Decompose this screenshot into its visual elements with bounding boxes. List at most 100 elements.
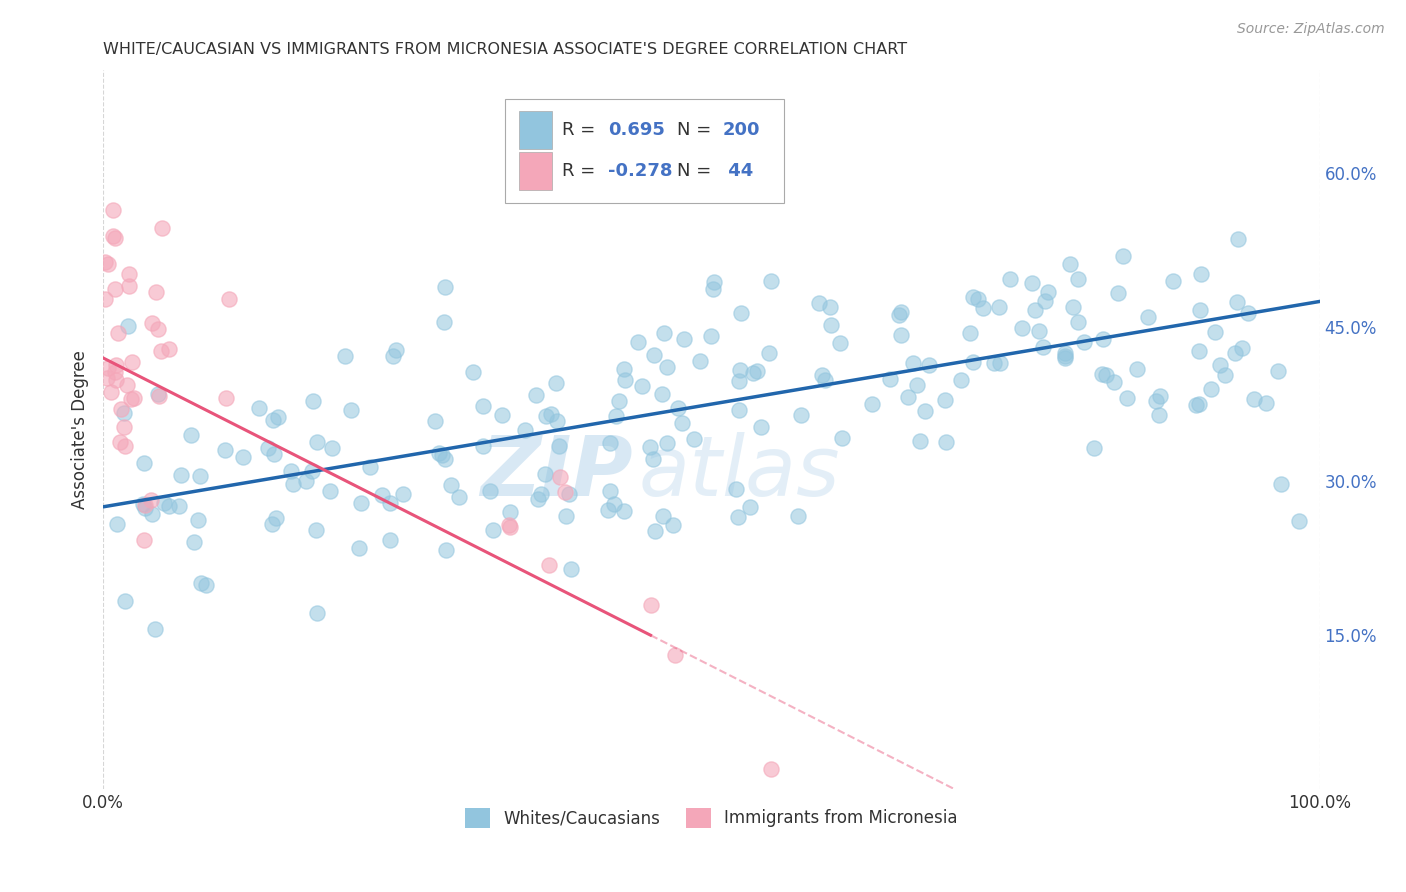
Point bbox=[262, 413, 284, 427]
Point bbox=[97, 257, 120, 271]
Point bbox=[730, 363, 752, 377]
Point bbox=[472, 399, 495, 413]
Point bbox=[152, 496, 174, 510]
Point bbox=[434, 543, 457, 558]
Point bbox=[1204, 325, 1226, 339]
Text: atlas: atlas bbox=[638, 433, 839, 514]
Point bbox=[814, 374, 837, 388]
Point bbox=[727, 403, 749, 417]
Point bbox=[914, 404, 936, 418]
Point bbox=[319, 483, 342, 498]
Point bbox=[905, 378, 928, 392]
Point bbox=[879, 372, 901, 386]
Point bbox=[627, 335, 650, 350]
Point bbox=[1147, 408, 1170, 422]
Point bbox=[1021, 277, 1043, 291]
Point bbox=[1126, 361, 1149, 376]
Point bbox=[540, 407, 562, 421]
Point bbox=[596, 503, 619, 517]
Point bbox=[983, 355, 1005, 369]
Point bbox=[134, 500, 156, 515]
Point bbox=[908, 434, 931, 449]
Text: 0.695: 0.695 bbox=[607, 121, 665, 139]
Point bbox=[1062, 300, 1084, 314]
Point bbox=[141, 493, 163, 508]
Point bbox=[115, 377, 138, 392]
Point bbox=[962, 355, 984, 369]
Point bbox=[607, 394, 630, 409]
Point bbox=[534, 467, 557, 482]
Point bbox=[97, 361, 120, 376]
Point bbox=[890, 327, 912, 342]
Point bbox=[260, 516, 283, 531]
Point bbox=[170, 467, 193, 482]
Point bbox=[425, 414, 447, 428]
Point bbox=[759, 274, 782, 288]
Point bbox=[104, 359, 127, 373]
Point bbox=[134, 533, 156, 548]
Y-axis label: Associate's Degree: Associate's Degree bbox=[72, 351, 89, 509]
Point bbox=[651, 386, 673, 401]
Point bbox=[498, 517, 520, 532]
Point bbox=[1107, 286, 1129, 301]
Point bbox=[548, 470, 571, 484]
Point bbox=[758, 346, 780, 360]
Point bbox=[789, 409, 811, 423]
Point bbox=[463, 365, 485, 379]
Point bbox=[657, 360, 679, 375]
Point bbox=[432, 448, 454, 462]
Point bbox=[1226, 295, 1249, 310]
Point bbox=[546, 414, 568, 428]
Point bbox=[183, 534, 205, 549]
Point bbox=[513, 423, 536, 437]
Point bbox=[689, 354, 711, 368]
Point bbox=[599, 484, 621, 499]
Point bbox=[94, 292, 117, 306]
Point bbox=[700, 328, 723, 343]
Point bbox=[657, 436, 679, 450]
Point bbox=[1188, 344, 1211, 359]
Point bbox=[527, 491, 550, 506]
Point bbox=[1067, 272, 1090, 286]
Point bbox=[998, 271, 1021, 285]
Point bbox=[730, 306, 752, 320]
Point bbox=[118, 278, 141, 293]
Point bbox=[860, 397, 883, 411]
Point bbox=[831, 431, 853, 445]
Point bbox=[232, 450, 254, 465]
Legend: Whites/Caucasians, Immigrants from Micronesia: Whites/Caucasians, Immigrants from Micro… bbox=[458, 801, 965, 835]
Text: R =: R = bbox=[562, 121, 600, 139]
Point bbox=[1083, 442, 1105, 456]
Point bbox=[378, 533, 401, 547]
Point bbox=[988, 356, 1011, 370]
Point bbox=[1288, 514, 1310, 528]
Point bbox=[101, 229, 124, 244]
Point bbox=[558, 487, 581, 501]
Point bbox=[1161, 274, 1184, 288]
Point bbox=[392, 487, 415, 501]
Point bbox=[537, 558, 560, 573]
Point bbox=[117, 319, 139, 334]
Point bbox=[96, 371, 118, 385]
Point bbox=[350, 496, 373, 510]
Point bbox=[1185, 398, 1208, 412]
Point bbox=[157, 342, 180, 356]
Point bbox=[427, 446, 450, 460]
Point bbox=[747, 364, 769, 378]
Point bbox=[640, 598, 662, 612]
Point bbox=[644, 524, 666, 539]
Point bbox=[214, 442, 236, 457]
Point bbox=[1199, 382, 1222, 396]
Point bbox=[599, 435, 621, 450]
Point bbox=[381, 349, 404, 363]
Point bbox=[114, 439, 136, 453]
FancyBboxPatch shape bbox=[519, 152, 553, 191]
Point bbox=[214, 391, 236, 405]
Point bbox=[638, 440, 661, 454]
Point bbox=[554, 484, 576, 499]
Point bbox=[121, 355, 143, 369]
Point bbox=[141, 507, 163, 521]
Point bbox=[702, 275, 724, 289]
Point bbox=[641, 452, 664, 467]
Point bbox=[94, 255, 117, 269]
